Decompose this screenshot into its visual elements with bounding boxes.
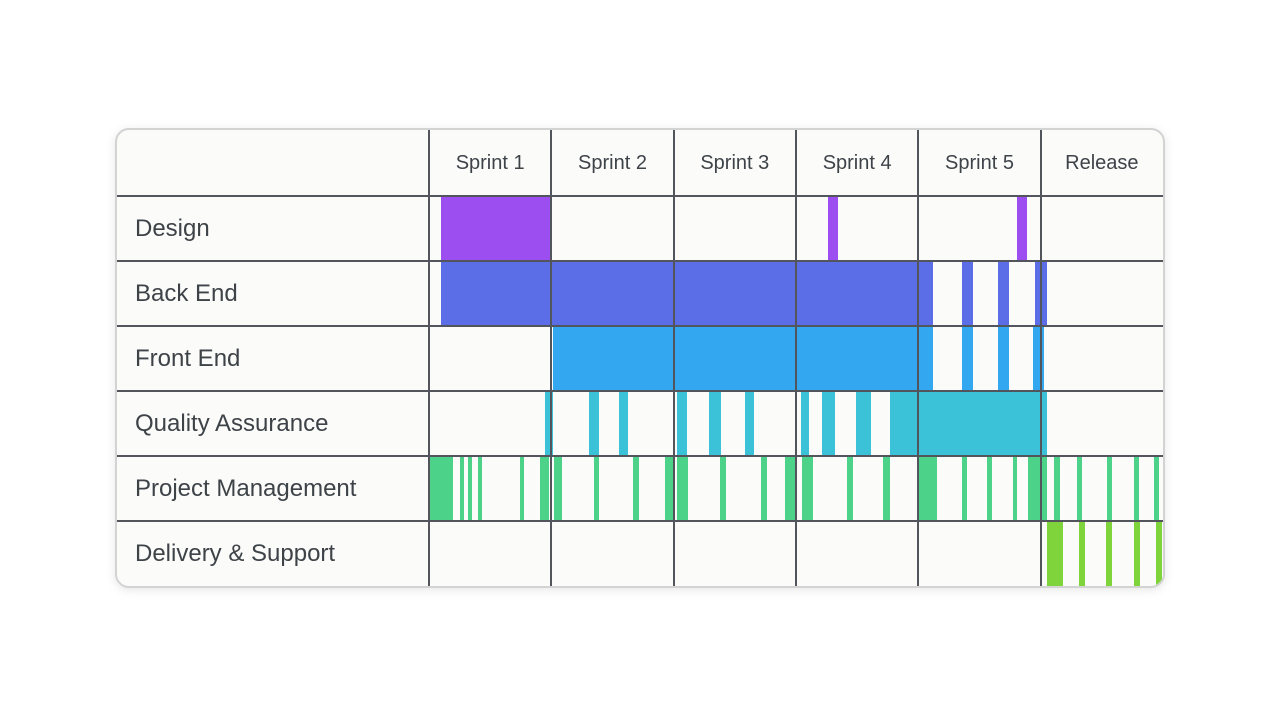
gantt-bar-project-management <box>594 456 600 521</box>
gantt-bar-project-management <box>1077 456 1083 521</box>
gantt-bar-front-end <box>962 326 974 391</box>
gantt-bar-quality-assurance <box>709 391 722 456</box>
row-gridline <box>117 390 1163 392</box>
column-gridline <box>917 130 920 586</box>
gantt-bar-project-management <box>677 456 689 521</box>
gantt-bar-quality-assurance <box>589 391 600 456</box>
gantt-bar-quality-assurance <box>744 391 755 456</box>
gantt-bar-design <box>827 196 838 261</box>
gantt-bar-front-end <box>997 326 1009 391</box>
gantt-bar-project-management <box>882 456 891 521</box>
row-gridline <box>117 325 1163 327</box>
gantt-bar-project-management <box>429 456 454 521</box>
row-label-project-management: Project Management <box>135 474 357 502</box>
gantt-bar-back-end <box>441 261 933 326</box>
column-header-sprint-5: Sprint 5 <box>945 151 1014 174</box>
row-label-front-end: Front End <box>135 344 241 372</box>
column-gridline <box>1039 130 1042 586</box>
gantt-bar-back-end <box>962 261 974 326</box>
gantt-bar-project-management <box>802 456 814 521</box>
gantt-bar-project-management <box>1154 456 1160 521</box>
gantt-bar-project-management <box>918 456 937 521</box>
column-header-release: Release <box>1065 151 1139 174</box>
gantt-bar-project-management <box>468 456 472 521</box>
gantt-bar-project-management <box>760 456 767 521</box>
gantt-bar-quality-assurance <box>677 391 688 456</box>
gantt-bar-design <box>1017 196 1028 261</box>
gantt-bar-project-management <box>519 456 525 521</box>
gantt-bar-project-management <box>986 456 992 521</box>
gantt-bar-delivery-support <box>1105 521 1112 586</box>
gantt-bar-quality-assurance <box>545 391 553 456</box>
row-label-back-end: Back End <box>135 279 238 307</box>
header-divider <box>117 195 1163 197</box>
column-header-sprint-2: Sprint 2 <box>578 151 647 174</box>
gantt-bar-project-management <box>962 456 968 521</box>
gantt-bar-delivery-support <box>1133 521 1140 586</box>
label-column-divider <box>428 130 430 586</box>
row-gridline <box>117 455 1163 457</box>
row-label-delivery-support: Delivery & Support <box>135 539 336 567</box>
column-gridline <box>795 130 797 586</box>
gantt-bar-project-management <box>665 456 674 521</box>
column-header-sprint-1: Sprint 1 <box>455 151 525 174</box>
gantt-bar-project-management <box>720 456 727 521</box>
row-label-quality-assurance: Quality Assurance <box>135 409 329 437</box>
gantt-chart-card: Sprint 1 Sprint 2 Sprint 3 Sprint 4 Sprint 5… <box>115 128 1165 588</box>
column-gridline <box>672 130 675 586</box>
gantt-bar-quality-assurance <box>618 391 629 456</box>
gantt-bar-front-end <box>552 326 933 391</box>
gantt-bar-project-management <box>1133 456 1139 521</box>
gantt-bar-front-end <box>1033 326 1045 391</box>
gantt-bar-project-management <box>553 456 563 521</box>
gantt-bar-delivery-support <box>1155 521 1162 586</box>
gantt-bar-project-management <box>459 456 465 521</box>
gantt-bar-quality-assurance <box>890 391 1047 456</box>
gantt-bar-project-management <box>633 456 640 521</box>
gantt-bar-project-management <box>847 456 854 521</box>
gantt-bar-delivery-support <box>1078 521 1085 586</box>
column-gridline <box>550 130 553 586</box>
gantt-bar-delivery-support <box>1046 521 1063 586</box>
gantt-bar-design <box>441 196 552 261</box>
gantt-bar-quality-assurance <box>821 391 836 456</box>
gantt-bar-project-management <box>540 456 549 521</box>
column-header-sprint-3: Sprint 3 <box>700 151 770 174</box>
column-header-sprint-4: Sprint 4 <box>822 151 892 174</box>
row-label-design: Design <box>135 214 210 242</box>
gantt-bar-project-management <box>1012 456 1018 521</box>
gantt-bar-back-end <box>997 261 1009 326</box>
gantt-bar-quality-assurance <box>800 391 810 456</box>
gantt-bar-quality-assurance <box>855 391 871 456</box>
gantt-bar-project-management <box>1054 456 1061 521</box>
gantt-bar-project-management <box>477 456 482 521</box>
gantt-bar-project-management <box>1028 456 1047 521</box>
row-gridline <box>117 260 1163 262</box>
gantt-bar-project-management <box>1106 456 1112 521</box>
row-gridline <box>117 520 1163 522</box>
gantt-bar-project-management <box>784 456 798 521</box>
